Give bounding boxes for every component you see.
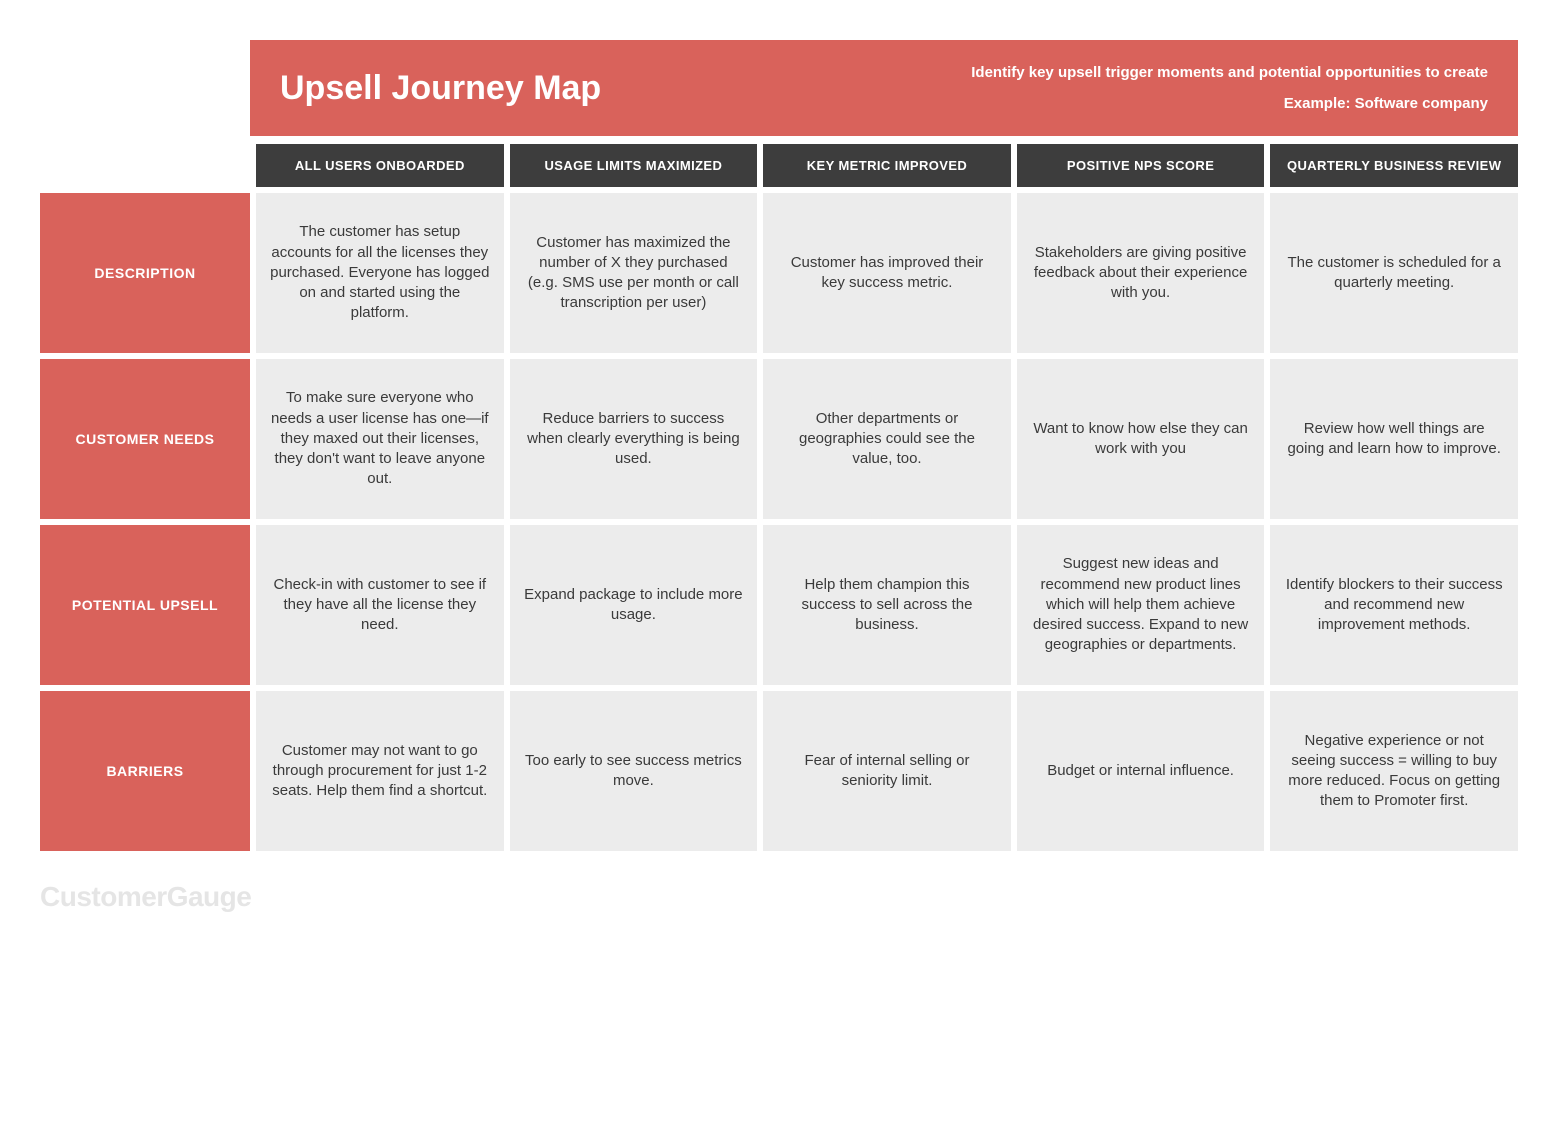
journey-grid: ALL USERS ONBOARDED USAGE LIMITS MAXIMIZ… [40,144,1518,851]
banner-tagline: Identify key upsell trigger moments and … [971,62,1488,83]
table-cell: Reduce barriers to success when clearly … [510,359,758,519]
banner-right: Identify key upsell trigger moments and … [971,62,1488,114]
table-cell: Customer may not want to go through proc… [256,691,504,851]
column-header: QUARTERLY BUSINESS REVIEW [1270,144,1518,187]
brand-logo: CustomerGauge [40,881,1518,913]
row-header-potential-upsell: POTENTIAL UPSELL [40,525,250,685]
column-header: POSITIVE NPS SCORE [1017,144,1265,187]
table-cell: Identify blockers to their success and r… [1270,525,1518,685]
table-cell: Check-in with customer to see if they ha… [256,525,504,685]
table-cell: To make sure everyone who needs a user l… [256,359,504,519]
page-title: Upsell Journey Map [280,69,601,108]
table-cell: Help them champion this success to sell … [763,525,1011,685]
table-cell: The customer is scheduled for a quarterl… [1270,193,1518,353]
table-cell: Other departments or geographies could s… [763,359,1011,519]
corner-spacer [40,144,250,187]
table-cell: Customer has improved their key success … [763,193,1011,353]
title-banner: Upsell Journey Map Identify key upsell t… [250,40,1518,136]
table-cell: Budget or internal influence. [1017,691,1265,851]
column-header: KEY METRIC IMPROVED [763,144,1011,187]
row-header-barriers: BARRIERS [40,691,250,851]
table-cell: The customer has setup accounts for all … [256,193,504,353]
table-cell: Suggest new ideas and recommend new prod… [1017,525,1265,685]
table-cell: Stakeholders are giving positive feedbac… [1017,193,1265,353]
table-cell: Fear of internal selling or seniority li… [763,691,1011,851]
table-cell: Customer has maximized the number of X t… [510,193,758,353]
row-header-customer-needs: CUSTOMER NEEDS [40,359,250,519]
table-cell: Negative experience or not seeing succes… [1270,691,1518,851]
journey-map-container: Upsell Journey Map Identify key upsell t… [40,40,1518,913]
table-cell: Expand package to include more usage. [510,525,758,685]
column-header: ALL USERS ONBOARDED [256,144,504,187]
table-cell: Want to know how else they can work with… [1017,359,1265,519]
table-cell: Too early to see success metrics move. [510,691,758,851]
column-header: USAGE LIMITS MAXIMIZED [510,144,758,187]
row-header-description: DESCRIPTION [40,193,250,353]
table-cell: Review how well things are going and lea… [1270,359,1518,519]
banner-example: Example: Software company [971,93,1488,114]
